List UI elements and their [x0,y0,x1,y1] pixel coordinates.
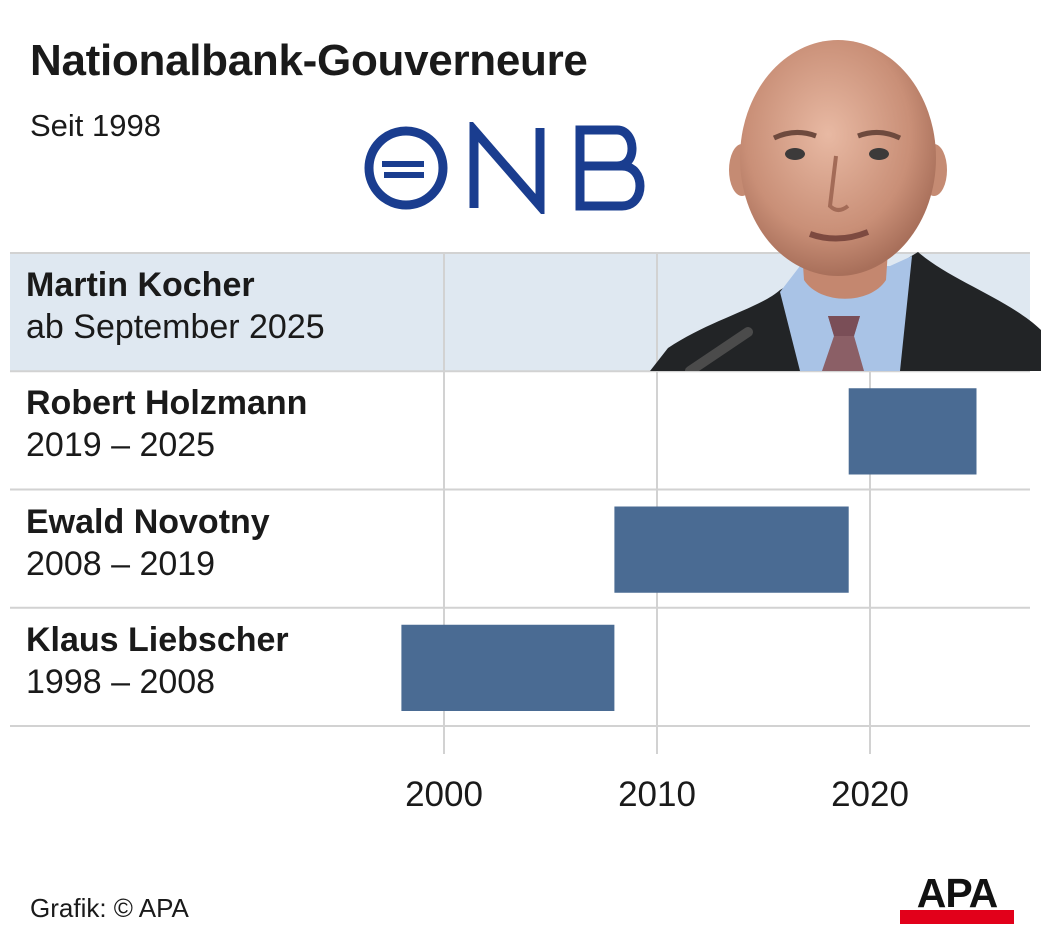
governor-name: Klaus Liebscher [26,620,289,659]
apa-logo-bar [900,910,1014,924]
x-tick-label: 2000 [405,775,483,814]
term-period: 2019 – 2025 [26,426,216,465]
term-period: 1998 – 2008 [26,662,216,701]
chart-subtitle: Seit 1998 [30,108,161,143]
portrait-photo [650,40,1041,371]
governor-name: Ewald Novotny [26,502,270,541]
governor-name: Martin Kocher [26,266,255,304]
oenb-logo [364,122,645,214]
source-credit: Grafik: © APA [30,893,189,923]
row-label: Robert Holzmann 2019 – 2025 [26,382,307,466]
row-label: Klaus Liebscher 1998 – 2008 [26,619,289,703]
governor-name: Robert Holzmann [26,384,308,423]
term-period: ab September 2025 [26,308,325,346]
bar-klaus-liebscher [401,624,615,711]
chart-title: Nationalbank-Gouverneure [30,36,588,85]
x-tick-label: 2010 [618,775,696,814]
x-tick-label: 2020 [831,775,909,814]
bar-robert-holzmann [848,388,977,475]
apa-logo-text: APA [916,870,999,916]
apa-logo: APA [900,870,1014,924]
row-label: Ewald Novotny 2008 – 2019 [26,501,270,585]
row-label: Martin Kocher ab September 2025 [26,264,325,348]
bar-ewald-novotny [614,506,849,593]
term-period: 2008 – 2019 [26,544,216,583]
